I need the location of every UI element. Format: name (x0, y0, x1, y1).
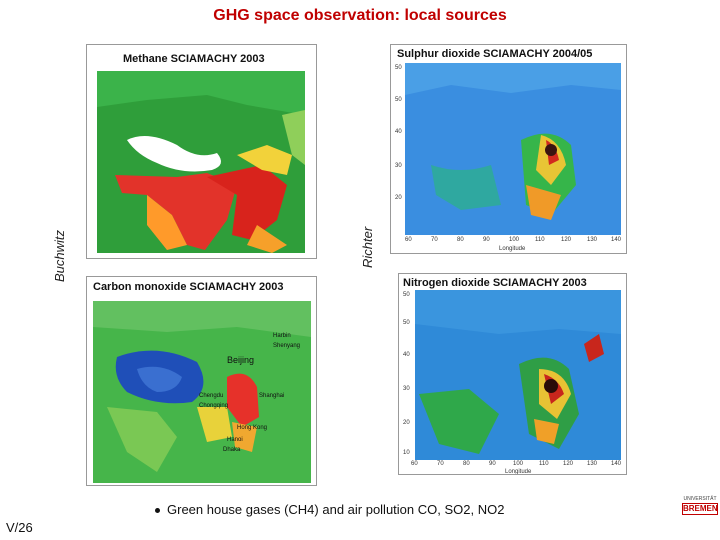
city-label: Shanghai (259, 393, 285, 399)
no2-y-tick: 20 (403, 420, 410, 426)
city-label: Chongqing (199, 403, 229, 409)
sulphur-y-tick: 50 (395, 65, 402, 71)
no2-y-tick: 40 (403, 352, 410, 358)
city-label: Shenyang (273, 343, 301, 349)
sulphur-x-tick: 110 (535, 237, 545, 243)
sulphur-dioxide-map: Sulphur dioxide SCIAMACHY 2004/05 50 50 … (390, 44, 627, 254)
no2-map-image (415, 290, 621, 460)
slide-number: V/26 (6, 520, 33, 535)
co-map-image (93, 301, 311, 483)
bullet-text: Green house gases (CH4) and air pollutio… (167, 502, 505, 517)
sulphur-x-tick: 80 (457, 237, 464, 243)
no2-caption: Nitrogen dioxide SCIAMACHY 2003 (403, 277, 587, 289)
methane-map: Methane SCIAMACHY 2003 (86, 44, 317, 259)
no2-y-tick: 50 (403, 292, 410, 298)
city-label: Dhaka (223, 447, 241, 453)
city-label: Chengdu (199, 393, 224, 399)
no2-x-tick: 80 (463, 461, 470, 467)
no2-x-tick: 110 (539, 461, 549, 467)
no2-x-tick: 120 (563, 461, 574, 467)
sulphur-x-tick: 60 (405, 237, 412, 243)
sulphur-y-tick: 30 (395, 163, 402, 169)
title-bar: GHG space observation: local sources (0, 0, 720, 34)
no2-y-tick: 10 (403, 450, 410, 456)
sulphur-x-tick: 70 (431, 237, 438, 243)
sulphur-y-tick: 40 (395, 129, 402, 135)
no2-x-tick: 60 (411, 461, 418, 467)
no2-x-tick: 140 (611, 461, 622, 467)
sulphur-caption: Sulphur dioxide SCIAMACHY 2004/05 (397, 48, 593, 60)
sulphur-map-image (405, 63, 621, 235)
no2-y-tick: 30 (403, 386, 410, 392)
university-logo: UNIVERSITÄT BREMEN (682, 496, 718, 520)
no2-x-label: Longitude (505, 469, 532, 475)
city-label: Beijing (227, 355, 255, 365)
side-label-richter: Richter (360, 226, 375, 268)
sulphur-y-tick: 50 (395, 97, 402, 103)
no2-x-tick: 130 (587, 461, 598, 467)
sulphur-x-tick: 120 (561, 237, 572, 243)
sulphur-x-label: Longitude (499, 246, 526, 252)
side-label-buchwitz: Buchwitz (52, 229, 67, 282)
no2-x-tick: 70 (437, 461, 444, 467)
city-label: Hanoi (227, 437, 243, 443)
methane-map-image (97, 71, 305, 253)
sulphur-x-tick: 90 (483, 237, 490, 243)
co-caption: Carbon monoxide SCIAMACHY 2003 (93, 281, 284, 293)
no2-x-tick: 90 (489, 461, 496, 467)
methane-caption: Methane SCIAMACHY 2003 (123, 53, 265, 65)
sulphur-x-tick: 100 (509, 237, 520, 243)
no2-x-tick: 100 (513, 461, 524, 467)
bullet-dot (155, 508, 160, 514)
nitrogen-dioxide-map: Nitrogen dioxide SCIAMACHY 2003 50 50 40… (398, 273, 627, 475)
logo-top-text: UNIVERSITÄT (683, 496, 717, 502)
no2-y-tick: 50 (403, 320, 410, 326)
sulphur-x-tick: 140 (611, 237, 622, 243)
logo-text: BREMEN (682, 503, 718, 515)
city-label: Harbin (273, 333, 291, 339)
slide-title: GHG space observation: local sources (213, 7, 507, 24)
sulphur-y-tick: 20 (395, 195, 402, 201)
sulphur-x-tick: 130 (587, 237, 598, 243)
carbon-monoxide-map: Carbon monoxide SCIAMACHY 2003 Harbin Sh… (86, 276, 317, 486)
bullet-text-item: Green house gases (CH4) and air pollutio… (155, 502, 504, 517)
city-label: Hong Kong (237, 425, 268, 431)
